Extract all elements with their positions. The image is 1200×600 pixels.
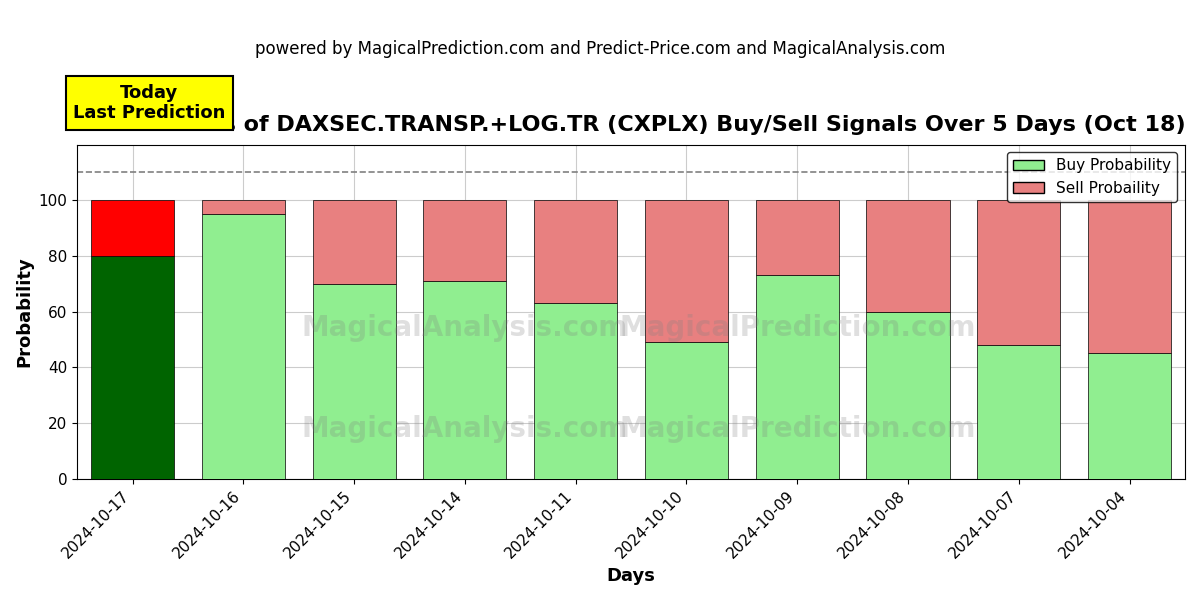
Bar [1088,353,1171,479]
Bar [1088,200,1171,353]
Bar [424,281,506,479]
Legend: Buy Probability, Sell Probaility: Buy Probability, Sell Probaility [1007,152,1177,202]
Text: powered by MagicalPrediction.com and Predict-Price.com and MagicalAnalysis.com: powered by MagicalPrediction.com and Pre… [254,40,946,58]
Text: MagicalAnalysis.com: MagicalAnalysis.com [301,415,628,443]
Bar [534,200,617,304]
Text: MagicalAnalysis.com: MagicalAnalysis.com [301,314,628,343]
Title: Probabilities of DAXSEC.TRANSP.+LOG.TR (CXPLX) Buy/Sell Signals Over 5 Days (Oct: Probabilities of DAXSEC.TRANSP.+LOG.TR (… [77,115,1186,135]
Bar [312,284,396,479]
Y-axis label: Probability: Probability [14,256,32,367]
Bar [644,200,728,343]
Bar [866,312,949,479]
Bar [534,304,617,479]
Bar [91,256,174,479]
Bar [312,200,396,284]
Bar [202,214,284,479]
Bar [977,345,1061,479]
Text: MagicalPrediction.com: MagicalPrediction.com [619,415,976,443]
Bar [756,275,839,479]
Bar [424,200,506,281]
Text: Today
Last Prediction: Today Last Prediction [73,83,226,122]
Bar [644,343,728,479]
Bar [756,200,839,275]
X-axis label: Days: Days [607,567,655,585]
Bar [866,200,949,312]
Text: MagicalPrediction.com: MagicalPrediction.com [619,314,976,343]
Bar [977,200,1061,345]
Bar [202,200,284,214]
Bar [91,200,174,256]
